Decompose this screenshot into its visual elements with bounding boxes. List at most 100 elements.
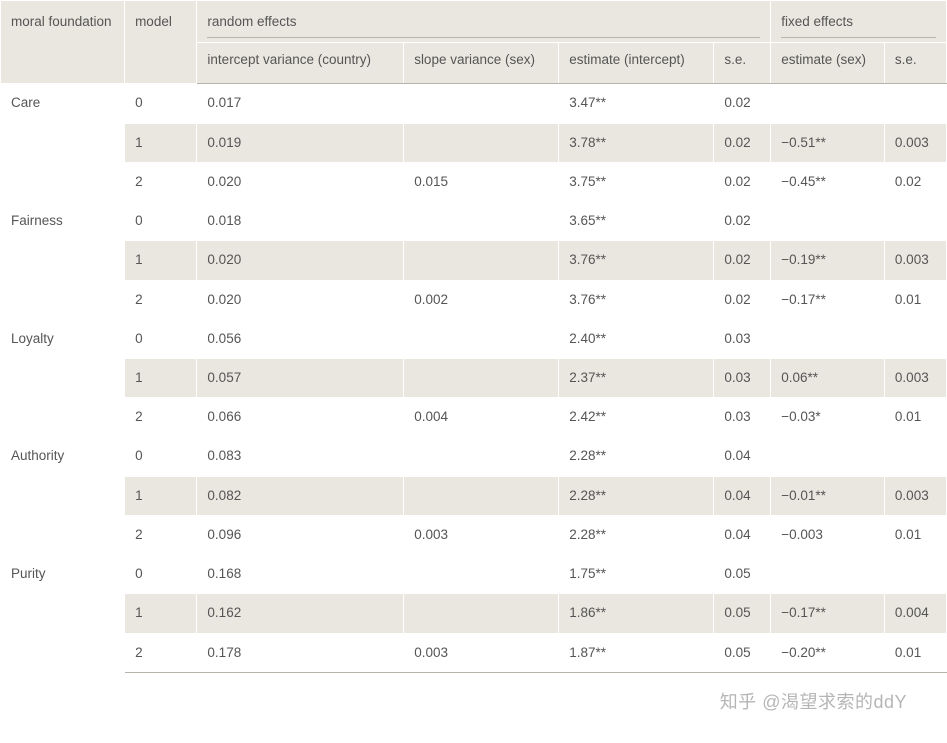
table-row: 10.0203.76**0.02−0.19**0.003 [1,241,947,280]
model-cell: 0 [125,84,197,123]
intercept-variance-cell: 0.056 [197,319,404,358]
col-model: model [125,1,197,84]
estimate-intercept-cell: 3.75** [559,162,714,201]
intercept-variance-cell: 0.057 [197,358,404,397]
se-cell: 0.01 [884,280,946,319]
col-slope-variance: slope variance (sex) [404,43,559,84]
model-cell: 0 [125,202,197,241]
se-cell [884,555,946,594]
estimate-sex-cell [771,202,885,241]
model-cell: 0 [125,555,197,594]
estimate-sex-cell: −0.17** [771,280,885,319]
intercept-variance-cell: 0.178 [197,633,404,672]
estimate-intercept-cell: 2.28** [559,515,714,554]
estimate-sex-cell: −0.51** [771,123,885,162]
table-row: Care00.0173.47**0.02 [1,84,947,123]
estimate-intercept-cell: 1.86** [559,594,714,633]
estimate-sex-cell: 0.06** [771,358,885,397]
se-cell: 0.04 [714,476,771,515]
se-cell: 0.01 [884,515,946,554]
se-cell: 0.05 [714,594,771,633]
intercept-variance-cell: 0.018 [197,202,404,241]
estimate-sex-cell [771,437,885,476]
estimate-sex-cell: −0.01** [771,476,885,515]
slope-variance-cell [404,594,559,633]
estimate-sex-cell [771,319,885,358]
intercept-variance-cell: 0.020 [197,162,404,201]
intercept-variance-cell: 0.019 [197,123,404,162]
se-cell: 0.02 [714,280,771,319]
foundation-cell: Fairness [1,202,125,320]
estimate-sex-cell: −0.17** [771,594,885,633]
intercept-variance-cell: 0.162 [197,594,404,633]
intercept-variance-cell: 0.082 [197,476,404,515]
se-cell: 0.03 [714,398,771,437]
watermark: 知乎 @渴望求索的ddY [720,688,907,714]
table-row: Loyalty00.0562.40**0.03 [1,319,947,358]
colgroup-fixed: fixed effects [771,1,947,43]
se-cell [884,202,946,241]
table-header: moral foundation model random effects fi… [1,1,947,84]
model-cell: 2 [125,633,197,672]
se-cell: 0.03 [714,358,771,397]
intercept-variance-cell: 0.020 [197,280,404,319]
estimate-sex-cell: −0.45** [771,162,885,201]
model-cell: 1 [125,358,197,397]
estimate-sex-cell: −0.20** [771,633,885,672]
se-cell: 0.05 [714,633,771,672]
slope-variance-cell: 0.004 [404,398,559,437]
table-row: 20.0960.0032.28**0.04−0.0030.01 [1,515,947,554]
table-row: 10.162 1.86**0.05−0.17**0.004 [1,594,947,633]
table-row: 20.0660.0042.42**0.03−0.03*0.01 [1,398,947,437]
table-row: 10.057 2.37**0.030.06**0.003 [1,358,947,397]
table-row: Purity00.1681.75**0.05 [1,555,947,594]
slope-variance-cell: 0.003 [404,633,559,672]
col-foundation: moral foundation [1,1,125,84]
model-cell: 1 [125,594,197,633]
slope-variance-cell [404,84,559,123]
intercept-variance-cell: 0.168 [197,555,404,594]
slope-variance-cell [404,358,559,397]
estimate-sex-cell [771,555,885,594]
results-table: moral foundation model random effects fi… [0,0,947,673]
table-row: 10.019 3.78**0.02−0.51**0.003 [1,123,947,162]
table-body: Care00.0173.47**0.0210.0193.78**0.02−0.5… [1,84,947,672]
estimate-intercept-cell: 2.28** [559,476,714,515]
se-cell: 0.02 [714,84,771,123]
se-cell: 0.003 [884,358,946,397]
se-cell: 0.04 [714,515,771,554]
se-cell: 0.05 [714,555,771,594]
col-estimate-sex: estimate (sex) [771,43,885,84]
se-cell: 0.03 [714,319,771,358]
estimate-intercept-cell: 3.76** [559,241,714,280]
slope-variance-cell [404,319,559,358]
se-cell [884,319,946,358]
model-cell: 2 [125,162,197,201]
estimate-intercept-cell: 3.65** [559,202,714,241]
col-se-1: s.e. [714,43,771,84]
model-cell: 1 [125,123,197,162]
col-intercept-variance: intercept variance (country) [197,43,404,84]
estimate-intercept-cell: 3.78** [559,123,714,162]
table-row: 20.0200.0153.75**0.02−0.45**0.02 [1,162,947,201]
estimate-intercept-cell: 2.37** [559,358,714,397]
estimate-sex-cell: −0.19** [771,241,885,280]
model-cell: 0 [125,437,197,476]
se-cell: 0.003 [884,123,946,162]
estimate-sex-cell: −0.03* [771,398,885,437]
slope-variance-cell [404,476,559,515]
se-cell: 0.02 [714,241,771,280]
estimate-sex-cell: −0.003 [771,515,885,554]
se-cell: 0.003 [884,476,946,515]
foundation-cell: Care [1,84,125,202]
se-cell: 0.004 [884,594,946,633]
se-cell: 0.01 [884,398,946,437]
slope-variance-cell [404,202,559,241]
intercept-variance-cell: 0.083 [197,437,404,476]
estimate-intercept-cell: 3.47** [559,84,714,123]
se-cell: 0.02 [714,123,771,162]
model-cell: 1 [125,476,197,515]
slope-variance-cell: 0.015 [404,162,559,201]
table-row: 20.0200.0023.76**0.02−0.17**0.01 [1,280,947,319]
table-row: Authority00.0832.28**0.04 [1,437,947,476]
